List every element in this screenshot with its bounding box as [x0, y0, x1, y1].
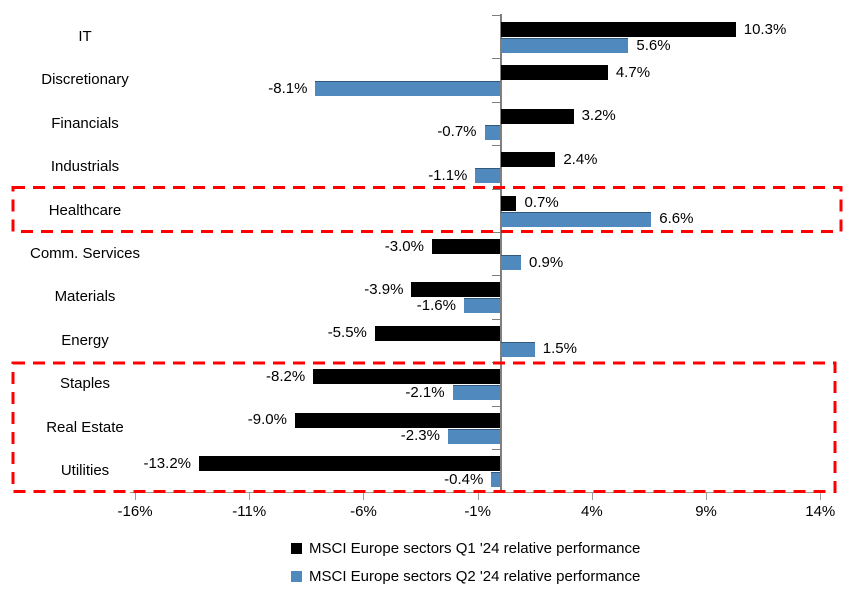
bar-q2	[491, 472, 501, 487]
value-axis-tick	[477, 492, 479, 500]
category-axis-tick	[492, 449, 501, 450]
value-axis-tick	[135, 492, 137, 500]
legend-item-q1: MSCI Europe sectors Q1 '24 relative perf…	[291, 538, 640, 558]
category-axis-tick	[492, 318, 501, 320]
category-axis-tick	[492, 362, 501, 364]
legend: MSCI Europe sectors Q1 '24 relative perf…	[291, 538, 640, 594]
category-axis-tick	[492, 275, 501, 277]
bar-q1	[500, 195, 517, 211]
value-axis-tick	[706, 492, 708, 500]
value-axis-tick-label: 14%	[805, 503, 836, 520]
bar-q2	[315, 81, 501, 97]
legend-swatch-q2	[291, 570, 302, 582]
value-axis-tick-label: -11%	[232, 503, 267, 520]
value-axis-tick-label: 4%	[581, 503, 603, 520]
value-label: 0.7%	[524, 194, 559, 212]
category-label: Energy	[61, 331, 109, 349]
bar-q2	[500, 341, 535, 357]
value-axis-tick-label: -6%	[350, 503, 377, 520]
value-label: -8.1%	[268, 79, 308, 97]
value-label: -1.1%	[428, 166, 468, 184]
category-label: Industrials	[50, 158, 120, 176]
category-axis-tick	[492, 405, 501, 407]
category-axis-line	[500, 14, 502, 493]
value-label: -8.2%	[266, 367, 306, 385]
value-axis-tick-label: -1%	[464, 503, 491, 520]
value-axis-tick-label: -16%	[117, 503, 153, 520]
category-label: Comm. Services	[29, 245, 141, 262]
bar-q1	[294, 412, 501, 428]
value-label: 5.6%	[636, 36, 671, 54]
value-label: 6.6%	[659, 210, 694, 228]
bar-q2	[463, 298, 501, 314]
value-axis-tick	[591, 492, 593, 500]
bar-q1	[431, 239, 501, 254]
bar-q1	[500, 108, 574, 124]
category-label: Staples	[59, 375, 111, 393]
bar-q2	[500, 255, 522, 270]
value-label: -2.1%	[405, 383, 445, 401]
value-label: 1.5%	[542, 340, 577, 358]
category-label: Healthcare	[48, 201, 122, 219]
legend-swatch-q1	[291, 542, 302, 554]
legend-item-q2: MSCI Europe sectors Q2 '24 relative perf…	[291, 566, 640, 586]
bar-q1	[411, 282, 501, 298]
value-label: 4.7%	[615, 63, 651, 81]
bar-q2	[452, 385, 501, 401]
value-label: 3.2%	[581, 107, 616, 125]
bar-q2	[500, 38, 629, 53]
bar-q1	[374, 325, 501, 341]
value-label: -2.3%	[400, 427, 440, 445]
category-label: IT	[78, 28, 92, 45]
value-label: -0.7%	[437, 123, 477, 141]
value-label: -0.4%	[444, 470, 484, 488]
bar-q1	[500, 22, 736, 37]
category-axis-tick	[492, 188, 501, 190]
category-axis-tick	[492, 492, 501, 494]
value-label: -13.2%	[143, 454, 191, 472]
bar-q2	[484, 124, 501, 140]
value-label: 2.4%	[563, 150, 598, 168]
value-label: -1.6%	[416, 296, 456, 314]
legend-label-q2: MSCI Europe sectors Q2 '24 relative perf…	[309, 567, 641, 585]
bar-q1	[500, 152, 556, 168]
value-label: 10.3%	[743, 20, 787, 38]
bar-q1	[500, 65, 608, 81]
value-label: -9.0%	[247, 411, 287, 429]
value-axis-tick	[820, 492, 822, 500]
value-label: -5.5%	[327, 324, 367, 342]
category-axis-tick	[492, 15, 501, 16]
category-axis-tick	[492, 101, 501, 103]
value-label: -3.0%	[384, 237, 424, 255]
value-axis-tick	[249, 492, 251, 500]
value-label: 0.9%	[529, 253, 564, 271]
value-axis-tick-label: 9%	[695, 503, 717, 520]
bar-q2	[447, 428, 501, 444]
category-axis-tick	[492, 58, 501, 60]
category-label: Discretionary	[41, 71, 129, 89]
bar-q2	[500, 211, 652, 227]
category-axis-tick	[492, 145, 501, 147]
value-label: -3.9%	[364, 280, 404, 298]
category-label: Real Estate	[46, 418, 124, 436]
category-axis-tick	[492, 232, 501, 233]
category-label: Financials	[51, 114, 119, 132]
value-axis-tick	[363, 492, 365, 500]
legend-label-q1: MSCI Europe sectors Q1 '24 relative perf…	[309, 539, 641, 557]
bar-q2	[475, 168, 501, 184]
category-label: Materials	[54, 288, 116, 306]
